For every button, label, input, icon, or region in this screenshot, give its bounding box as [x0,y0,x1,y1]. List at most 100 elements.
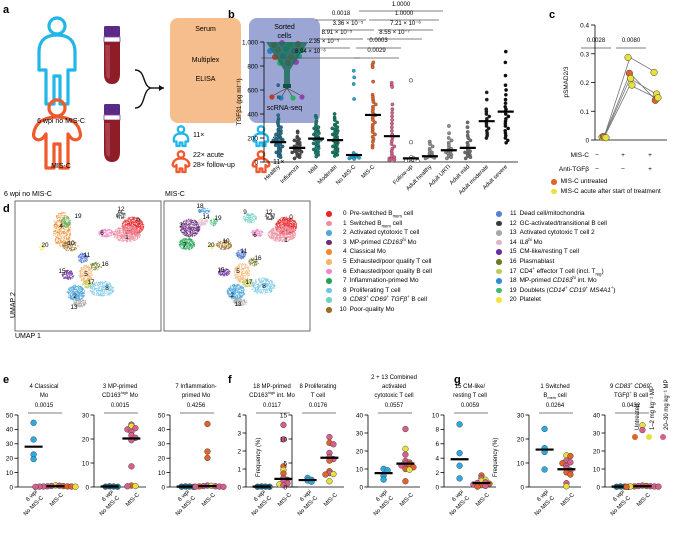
b-datapoint [465,130,470,134]
umap-point [122,241,124,243]
umap-point [99,286,101,288]
umap-point [132,217,134,220]
umap-point [189,243,191,245]
umap-point [102,286,104,288]
umap-point [80,286,82,288]
umap-point [135,235,137,237]
umap-point [81,284,84,286]
umap-point [85,269,87,271]
umap-point [64,235,66,237]
umap-point [82,279,84,281]
c-connector-line [603,84,631,138]
umap-point [121,217,123,219]
umap-point [99,294,101,296]
umap-point [65,232,68,234]
b-datapoint [428,142,432,146]
umap-point [72,243,74,245]
umap-point [193,227,195,229]
umap-point [95,267,97,269]
umap-point [216,243,218,245]
umap-point [70,286,73,288]
pvalue-b-r1-c1: 1.0000 [391,2,411,8]
umap-point [71,244,73,246]
umap-point [73,248,75,250]
b-datapoint [504,88,508,92]
umap-point [88,276,91,278]
umap-point [190,233,192,235]
umap-point [55,215,57,217]
blood-tube-icon-2 [103,104,121,162]
umap-point [201,211,203,213]
umap-point [190,230,192,232]
umap-point [123,221,125,223]
umap-point [79,299,82,301]
umap-point [57,214,59,217]
umap-point [86,275,88,278]
umap-point [108,291,110,293]
umap-point [124,216,126,218]
b-datapoint [276,83,281,88]
umap-point [74,249,76,251]
umap-point [66,241,68,243]
umap-point [67,246,69,248]
umap-point [131,216,133,218]
umap-point [72,272,74,274]
umap-point [236,254,238,256]
umap-point [81,257,83,259]
umap-point [65,228,67,230]
umap-point [80,269,82,272]
umap-point [197,227,200,229]
umap-point [65,271,67,274]
b-datapoint [292,156,297,161]
flow-box-sorted-line1: Sorted [274,24,295,31]
umap-point [55,243,57,245]
umap-point [241,258,243,260]
umap-point [78,275,80,277]
umap-point [239,256,241,258]
umap-point [56,236,58,238]
umap-point [67,220,69,222]
umap-point [68,296,70,299]
umap-point [75,247,77,249]
umap-point [69,286,71,288]
umap-point [139,231,141,233]
umap-point [64,277,66,279]
b-datapoint [351,68,356,73]
umap-point [71,240,73,242]
umap-point [69,288,71,290]
umap-point [179,246,181,248]
umap-point [75,292,77,294]
umap-point [62,233,64,235]
umap-point [81,292,84,294]
b-datapoint [392,157,397,162]
pvalue-c-1: 0.0028 [586,38,606,44]
umap-point [209,221,211,224]
umap-point [99,264,101,266]
umap-point [193,219,195,221]
umap-point [76,288,78,290]
umap-point [90,284,92,286]
umap-point [113,289,115,291]
umap-point [73,299,75,301]
umap-point [71,272,73,274]
umap-point [109,294,111,296]
umap-point [90,282,92,284]
umap-point [106,292,108,294]
umap-point [69,291,71,293]
umap-point [87,287,89,289]
umap-point [123,229,125,231]
umap-point [86,258,88,260]
umap-point [94,293,96,295]
umap-point [59,244,61,246]
umap-point [68,224,70,226]
b-datapoint [503,101,508,106]
umap-point [96,295,98,297]
umap-point [137,230,139,232]
umap-point [82,255,84,258]
umap-point [187,233,189,235]
umap-point [94,284,96,287]
c-ytick-01: 0.1 [580,109,589,116]
umap-point [85,258,87,260]
umap-point [74,243,76,245]
umap-point [210,219,212,221]
